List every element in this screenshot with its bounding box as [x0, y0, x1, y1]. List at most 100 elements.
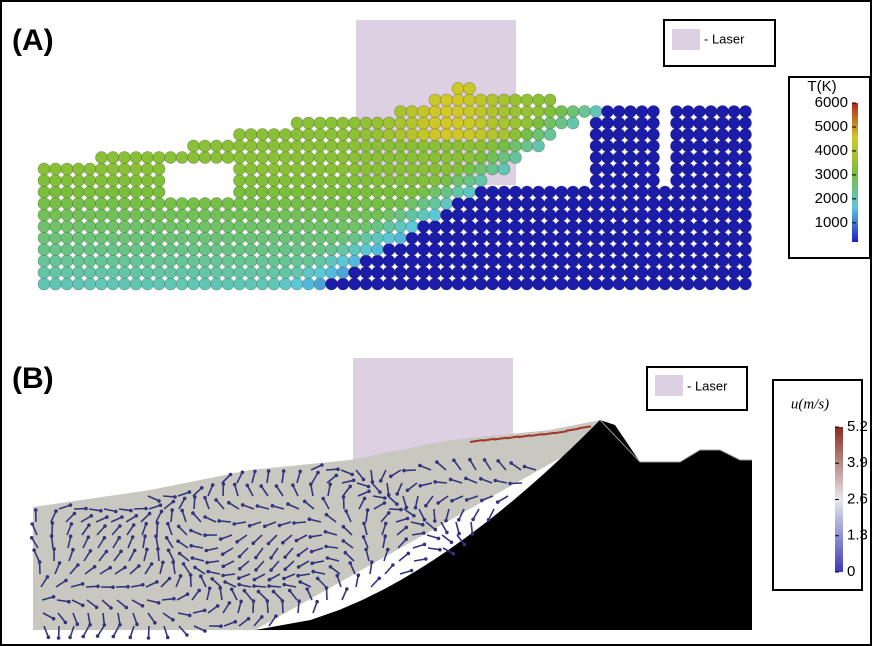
arrow-head: [241, 503, 245, 507]
atom: [475, 244, 487, 256]
atom: [303, 175, 315, 187]
atom: [475, 255, 487, 267]
arrow-head: [308, 517, 312, 521]
atom: [406, 267, 418, 279]
velocity-arrow: [428, 548, 440, 550]
colorbar-tick-label: 1.3: [847, 527, 868, 544]
arrow-head: [176, 539, 180, 543]
atom: [556, 255, 568, 267]
atom: [61, 163, 73, 175]
arrow-head: [166, 522, 170, 526]
atom: [464, 209, 476, 221]
atom: [464, 140, 476, 152]
atom: [441, 106, 453, 118]
atom: [590, 255, 602, 267]
arrow-head: [296, 574, 300, 578]
atom: [349, 186, 361, 198]
atom: [452, 129, 464, 141]
arrow-head: [235, 540, 239, 544]
atom: [567, 209, 579, 221]
arrow-head: [321, 497, 325, 501]
arrow-head: [283, 567, 287, 571]
atom: [694, 186, 706, 198]
panel-label: (A): [12, 24, 54, 57]
atom: [349, 175, 361, 187]
atom: [567, 106, 579, 118]
atom: [222, 244, 234, 256]
atom: [648, 163, 660, 175]
atom: [234, 255, 246, 267]
atom: [452, 117, 464, 129]
atom: [671, 186, 683, 198]
arrow-head: [206, 570, 210, 574]
atom: [475, 175, 487, 187]
atom: [728, 244, 740, 256]
arrow-head: [96, 634, 100, 638]
atom: [659, 186, 671, 198]
atom: [441, 278, 453, 290]
atom: [590, 186, 602, 198]
atom: [257, 267, 269, 279]
arrow-head: [316, 471, 320, 475]
atom: [740, 267, 752, 279]
velocity-arrow: [254, 586, 266, 587]
atom: [682, 186, 694, 198]
atom: [533, 267, 545, 279]
atom: [544, 244, 556, 256]
atom: [176, 198, 188, 210]
atom: [50, 163, 62, 175]
arrow-head: [404, 537, 408, 541]
atom: [648, 232, 660, 244]
atom: [487, 232, 499, 244]
atom: [475, 152, 487, 164]
atom: [487, 244, 499, 256]
atom: [429, 209, 441, 221]
atom: [740, 117, 752, 129]
arrow-head: [118, 524, 122, 528]
atom: [268, 175, 280, 187]
arrow-head: [141, 583, 145, 587]
arrow-head: [336, 467, 340, 471]
atom: [176, 152, 188, 164]
atom: [222, 267, 234, 279]
arrow-head: [70, 522, 74, 526]
atom: [441, 267, 453, 279]
atom: [107, 163, 119, 175]
arrow-head: [95, 606, 99, 610]
velocity-arrow: [404, 470, 416, 471]
atom: [50, 186, 62, 198]
atom: [360, 129, 372, 141]
atom: [280, 129, 292, 141]
atom: [245, 221, 257, 233]
arrow-head: [303, 500, 307, 504]
atom: [452, 106, 464, 118]
atom: [326, 209, 338, 221]
atom: [533, 244, 545, 256]
atom: [188, 198, 200, 210]
atom: [372, 278, 384, 290]
colorbar-tick-label: 3000: [815, 166, 848, 183]
arrow-head: [173, 495, 177, 499]
arrow-head: [228, 601, 232, 605]
atom: [521, 129, 533, 141]
arrow-head: [421, 523, 425, 527]
atom: [395, 244, 407, 256]
atom: [314, 198, 326, 210]
atom: [590, 140, 602, 152]
atom: [613, 221, 625, 233]
atom: [533, 221, 545, 233]
atom: [533, 94, 545, 106]
atom: [613, 209, 625, 221]
atom: [372, 117, 384, 129]
arrow-head: [471, 518, 475, 522]
atom: [498, 117, 510, 129]
atom: [740, 175, 752, 187]
atom: [107, 221, 119, 233]
arrow-head: [464, 477, 468, 481]
atom: [176, 209, 188, 221]
atom: [360, 198, 372, 210]
atom: [625, 186, 637, 198]
atom: [567, 117, 579, 129]
atom: [498, 221, 510, 233]
atom: [441, 186, 453, 198]
